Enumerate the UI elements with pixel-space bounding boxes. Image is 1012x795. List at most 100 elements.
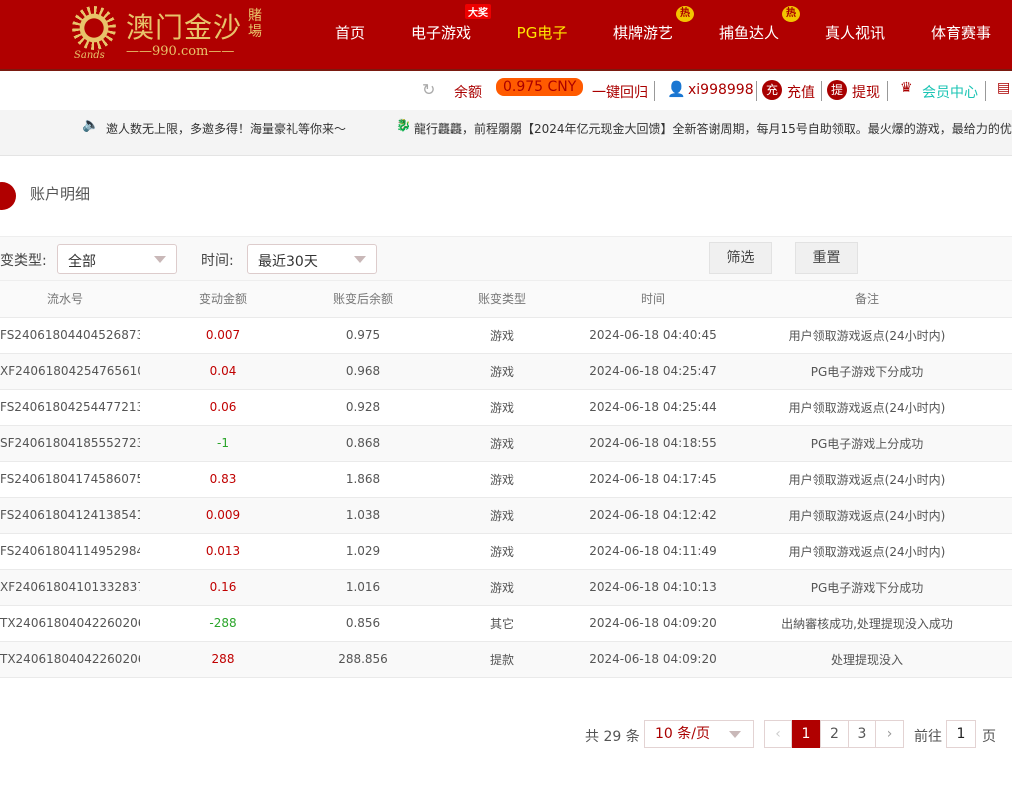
page-3[interactable]: 3 [848, 720, 876, 748]
recall-button[interactable]: 一键回归 [592, 85, 648, 101]
divider [821, 81, 822, 101]
page-title: 账户明细 [30, 185, 91, 203]
balance-value: 0.975 CNY [496, 78, 584, 96]
serial-cell: FS24061804114952984 [0, 533, 140, 570]
table-row: FS24061804404526873 0.007 0.975 游戏 2024-06-1… [0, 317, 1012, 354]
page-2[interactable]: 2 [820, 720, 849, 748]
nav-home[interactable]: 首页 [334, 24, 366, 42]
balance-cell: 1.029 [306, 533, 420, 570]
nav-sports[interactable]: 体育赛事 [930, 24, 992, 42]
column-header: 备注 [722, 281, 1012, 318]
search-button[interactable]: 筛选 [709, 242, 772, 274]
time-cell: 2024-06-18 04:12:42 [584, 497, 722, 534]
logo-sub: 賭場 [248, 8, 262, 40]
balance-cell: 0.856 [306, 605, 420, 642]
table-row: TX24061804042260206 288 288.856 提款 2024-06-1… [0, 641, 1012, 678]
page-size-select[interactable]: 10 条/页 [644, 720, 754, 748]
nav-badge-hot: 热 [782, 6, 800, 22]
column-header: 流水号 [0, 281, 140, 318]
logo-brand: Sands [74, 50, 105, 61]
time-cell: 2024-06-18 04:40:45 [584, 317, 722, 354]
type-cell: 游戏 [420, 533, 584, 570]
note-cell: PG电子游戏上分成功 [722, 425, 1012, 462]
amount-cell: 0.83 [140, 461, 306, 498]
goto-input[interactable]: 1 [946, 720, 976, 748]
amount-cell: 0.04 [140, 353, 306, 390]
logo-text: 澳门金沙 [126, 11, 243, 44]
time-select-value: 最近30天 [258, 254, 318, 270]
amount-cell: 0.16 [140, 569, 306, 606]
amount-cell: 288 [140, 641, 306, 678]
page-size-value: 10 条/页 [655, 726, 710, 742]
type-cell: 游戏 [420, 389, 584, 426]
notice-text: 龍行龘龘，前程朤朤【2024年亿元现金大回馈】全新答谢周期，每月15号自助领取。… [414, 122, 1012, 136]
username[interactable]: xi998998 [688, 82, 754, 98]
nav-pg[interactable]: PG电子 [516, 24, 568, 42]
table-row: FS24061804124138541 0.009 1.038 游戏 2024-06-1… [0, 497, 1012, 534]
logo[interactable]: Sands 澳门金沙 賭場 ——990.com—— [70, 4, 280, 64]
time-select[interactable]: 最近30天 [247, 244, 377, 274]
table-row: XF24061804101332837 0.16 1.016 游戏 2024-06-18… [0, 569, 1012, 606]
speaker-icon: 🔈 [82, 117, 100, 133]
serial-cell: XF24061804254765610 [0, 353, 140, 390]
time-cell: 2024-06-18 04:25:44 [584, 389, 722, 426]
note-cell: PG电子游戏下分成功 [722, 353, 1012, 390]
nav-live[interactable]: 真人视讯 [824, 24, 886, 42]
type-cell: 游戏 [420, 425, 584, 462]
crown-icon: ♛ [900, 80, 913, 96]
nav-cards[interactable]: 棋牌游艺 [612, 24, 674, 42]
serial-cell: XF24061804101332837 [0, 569, 140, 606]
type-cell: 游戏 [420, 497, 584, 534]
table-row: SF24061804185552723 -1 0.868 游戏 2024-06-18 0… [0, 425, 1012, 462]
chevron-down-icon [154, 256, 166, 263]
member-center-link[interactable]: 会员中心 [922, 85, 978, 101]
type-cell: 游戏 [420, 317, 584, 354]
table-row: TX24061804042260206 -288 0.856 其它 2024-06-18… [0, 605, 1012, 642]
serial-cell: TX24061804042260206 [0, 605, 140, 642]
table-row: FS24061804114952984 0.013 1.029 游戏 2024-06-1… [0, 533, 1012, 570]
time-cell: 2024-06-18 04:17:45 [584, 461, 722, 498]
serial-cell: SF24061804185552723 [0, 425, 140, 462]
amount-cell: 0.06 [140, 389, 306, 426]
withdraw-button[interactable]: 提现 [852, 85, 880, 101]
balance-cell: 288.856 [306, 641, 420, 678]
goto-label: 前往 [914, 729, 942, 745]
time-cell: 2024-06-18 04:11:49 [584, 533, 722, 570]
record-icon[interactable]: ▤ [997, 80, 1011, 96]
nav-fishing[interactable]: 捕鱼达人 [718, 24, 780, 42]
time-cell: 2024-06-18 04:18:55 [584, 425, 722, 462]
note-cell: 用户领取游戏返点(24小时内) [722, 317, 1012, 354]
table-row: FS24061804254477213 0.06 0.928 游戏 2024-06-18… [0, 389, 1012, 426]
total-count: 共 29 条 [585, 729, 640, 745]
withdraw-icon: 提 [827, 80, 847, 100]
amount-cell: 0.009 [140, 497, 306, 534]
next-page-button[interactable]: › [875, 720, 904, 748]
amount-cell: 0.007 [140, 317, 306, 354]
note-cell: PG电子游戏下分成功 [722, 569, 1012, 606]
balance-cell: 0.968 [306, 353, 420, 390]
reset-button[interactable]: 重置 [795, 242, 858, 274]
nav-slots[interactable]: 电子游戏 [410, 24, 472, 42]
time-label: 时间: [201, 253, 234, 269]
divider [654, 81, 655, 101]
goto-suffix: 页 [982, 729, 996, 745]
column-header: 账变后余额 [306, 281, 420, 318]
type-select-value: 全部 [68, 254, 96, 270]
type-select[interactable]: 全部 [57, 244, 177, 274]
serial-cell: TX24061804042260206 [0, 641, 140, 678]
prev-page-button[interactable]: ‹ [764, 720, 792, 748]
note-cell: 出納審核成功,处理提现没入成功 [722, 605, 1012, 642]
refresh-icon[interactable]: ↻ [422, 80, 436, 99]
column-header: 时间 [584, 281, 722, 318]
nav-badge-hot: 热 [676, 6, 694, 22]
table-row: XF24061804254765610 0.04 0.968 游戏 2024-06-18… [0, 353, 1012, 390]
top-header: Sands 澳门金沙 賭場 ——990.com—— 首页 电子游戏 大奖 PG电… [0, 0, 1012, 71]
page-1[interactable]: 1 [792, 720, 820, 748]
column-header: 账变类型 [420, 281, 584, 318]
balance-label: 余额 [454, 85, 482, 101]
deposit-button[interactable]: 充值 [787, 85, 815, 101]
balance-cell: 1.038 [306, 497, 420, 534]
time-cell: 2024-06-18 04:25:47 [584, 353, 722, 390]
serial-cell: FS24061804404526873 [0, 317, 140, 354]
type-cell: 其它 [420, 605, 584, 642]
